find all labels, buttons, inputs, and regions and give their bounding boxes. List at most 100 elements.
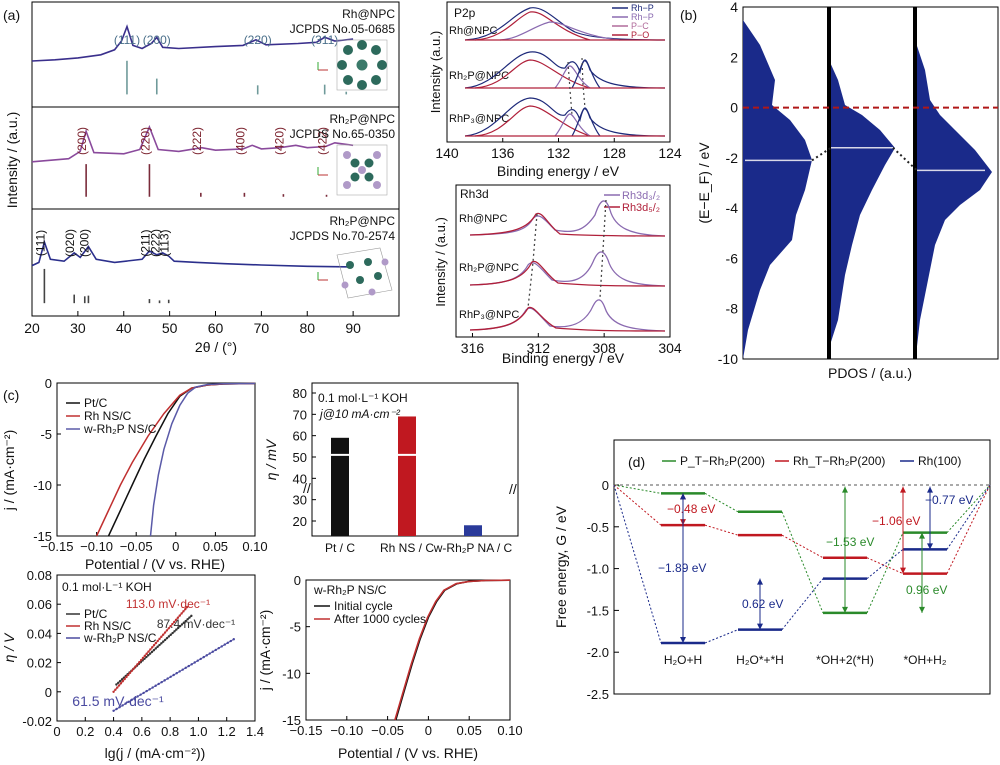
fe-connector	[866, 557, 904, 575]
panel-label-a: (a)	[3, 7, 20, 23]
pdos-tick-label: -4	[726, 200, 739, 216]
y-tick-label: 0	[45, 376, 52, 391]
fe-arrow-head	[919, 532, 925, 539]
y-tick-label: 0.08	[27, 568, 52, 583]
fe-state-label: *OH+H₂	[903, 653, 946, 667]
tafel-legend-label: w-Rh₂P NS/C	[83, 631, 157, 645]
pdos-tick-label: -10	[718, 351, 738, 367]
pdos-ylabel: (E−E_F) / eV	[696, 142, 712, 224]
xrd-peak-label: (220)	[244, 33, 272, 47]
pdos-area-3	[915, 40, 992, 359]
stability-panel: −0.15 −0.10 −0.05 0 0.05 0.10 0 -5 -10 -15 Initia…	[257, 573, 523, 761]
fe-arrow-head	[757, 578, 763, 585]
lsv-legend-label: w-Rh₂P NS/C	[83, 422, 157, 436]
fe-energy-annotation: −0.77 eV	[925, 493, 973, 507]
pdos-xlabel: PDOS / (a.u.)	[828, 365, 912, 381]
x-tick-label: 0.10	[497, 723, 522, 738]
x-tick-label: −0.15	[290, 723, 323, 738]
bar-y-tick-label: 70	[293, 407, 307, 422]
fe-connector	[613, 484, 662, 644]
fe-energy-annotation: −0.48 eV	[667, 502, 715, 516]
xrd-pattern-line	[31, 239, 354, 268]
pdos-area-1	[743, 20, 812, 359]
p2p-xlabel: Binding energy / eV	[497, 163, 620, 179]
d-band-guide	[811, 146, 832, 162]
xrd-sample-name: Rh₂P@NPC	[329, 214, 395, 228]
y-tick-label: 0	[45, 685, 52, 700]
xrd-tick-label: 20	[24, 320, 40, 336]
fe-arrow-head	[680, 637, 686, 644]
rh3d-panel: Rh3d Intensity / (a.u.) Binding energy /…	[433, 184, 682, 366]
xrd-tick-label: 30	[70, 320, 86, 336]
y-tick-label: -5	[289, 620, 301, 635]
y-tick-label: -10	[282, 666, 301, 681]
rh3d-shift-guide	[527, 213, 538, 309]
x-tick-label: −0.05	[120, 539, 153, 554]
fe-connector	[946, 484, 991, 533]
xps-tick-label: 316	[461, 340, 485, 356]
y-tick-label: 0	[294, 573, 301, 588]
bar-ylabel: η / mV	[263, 438, 279, 480]
p2p-sample-label: RhP₃@NPC	[449, 113, 509, 125]
lsv-ylabel: j / (mA·cm⁻²)	[1, 430, 17, 511]
y-tick-label: 0.06	[27, 597, 52, 612]
pdos-tick-label: 2	[730, 49, 738, 65]
xrd-peak-label: (113)	[158, 229, 172, 256]
p2p-spectra	[464, 7, 666, 137]
stability-plot-frame	[305, 579, 511, 721]
fe-legend-label: Rh_T−Rh₂P(200)	[793, 454, 885, 468]
rh3d-curve-1	[469, 200, 666, 237]
y-tick-label: -15	[282, 713, 301, 728]
panel-label-d: (d)	[628, 454, 645, 470]
fe-energy-annotation: 0.62 eV	[742, 597, 783, 611]
xrd-tick-label: 60	[208, 320, 224, 336]
xrd-peak-label: (111)	[33, 230, 47, 256]
crystal-structure-rh2p-cubic	[317, 144, 388, 196]
crystal-structure-rh	[317, 39, 388, 91]
tafel-plot-frame	[56, 574, 256, 722]
overpotential-bar	[331, 437, 349, 536]
xps-tick-label: 140	[435, 145, 459, 161]
p2p-component-6	[474, 105, 591, 137]
axis-break-mark: //	[303, 480, 311, 496]
fe-energy-annotation: −1.06 eV	[872, 514, 920, 528]
fe-y-tick-label: 0	[602, 478, 609, 493]
fe-energy-annotation: −1.53 eV	[826, 535, 874, 549]
xps-tick-label: 136	[491, 145, 515, 161]
crystal-structure-rh2p-ortho	[317, 247, 393, 299]
xrd-ylabel: Intensity / (a.u.)	[4, 112, 20, 208]
x-tick-label: 0	[53, 724, 60, 739]
xrd-peak-label: (111)	[114, 33, 140, 47]
rh3d-xlabel: Binding energy / eV	[502, 350, 625, 366]
panel-label-b: (b)	[680, 7, 697, 23]
fe-state-label: H₂O+H	[664, 653, 702, 667]
xrd-peak-label: (222)	[149, 229, 163, 257]
tafel-xlabel: lg(j / (mA·cm⁻²))	[105, 745, 206, 761]
fe-arrow-head	[900, 486, 906, 493]
fe-arrow-head	[900, 567, 906, 574]
p2p-ylabel: Intensity (a.u.)	[428, 31, 443, 113]
fe-connector	[866, 548, 904, 580]
stability-legend-label: Initial cycle	[334, 599, 393, 613]
fe-legend-label: P_T−Rh₂P(200)	[680, 454, 765, 468]
xrd-xlabel: 2θ / (°)	[195, 339, 237, 355]
x-tick-label: 0	[172, 539, 179, 554]
xrd-peak-label: (400)	[233, 127, 247, 155]
overpotential-bar	[464, 525, 482, 536]
p2p-legend-label: P−C	[631, 21, 649, 31]
bar-y-tick-label: 60	[293, 429, 307, 444]
pdos-tick-label: 4	[730, 0, 738, 15]
x-tick-label: 1.0	[189, 724, 207, 739]
xrd-peak-label: (200)	[143, 33, 171, 47]
xps-tick-label: 128	[603, 145, 627, 161]
rh3d-legend-label: Rh3d₃/₂	[622, 190, 660, 202]
y-tick-label: 0.04	[27, 626, 52, 641]
tafel-panel: 0 0.2 0.4 0.6 0.8 1.0 1.2 1.4-0.0200.020.040.06…	[1, 568, 264, 761]
x-tick-label: 1.2	[218, 724, 236, 739]
x-tick-label: 0.2	[76, 724, 94, 739]
p2p-legend-label: Rh−P	[631, 3, 654, 13]
fe-arrow-head	[927, 486, 933, 493]
bar-category-label: Pt / C	[325, 541, 355, 555]
p2p-envelope-3	[464, 97, 666, 137]
